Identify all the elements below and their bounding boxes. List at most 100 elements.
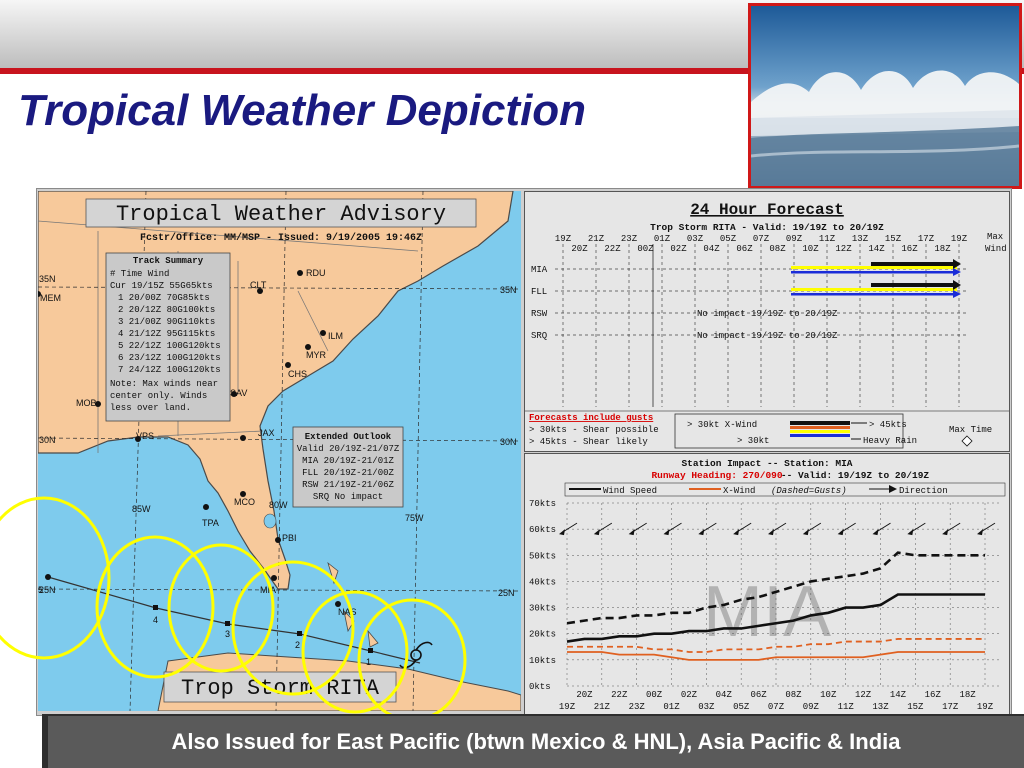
forecast-hour-label: 00Z bbox=[637, 244, 654, 254]
track-note-line: Note: Max winds near bbox=[110, 379, 218, 389]
advisory-title: Tropical Weather Advisory bbox=[116, 202, 446, 227]
station-label-mia: MIA bbox=[531, 265, 548, 275]
x-tick-label-top: 10Z bbox=[820, 690, 837, 700]
x-tick-label-bottom: 19Z bbox=[559, 702, 576, 712]
x-tick-label-top: 22Z bbox=[611, 690, 628, 700]
forecast-hour-label: 05Z bbox=[720, 234, 737, 244]
y-tick-label: 70kts bbox=[529, 499, 556, 509]
advisory-office-line: Fcstr/Office: MM/MSP - Issued: 9/19/2005… bbox=[140, 232, 422, 244]
forecast-hour-label: 15Z bbox=[885, 234, 902, 244]
legend-xwind: X-Wind bbox=[723, 486, 755, 496]
forecast-hour-label: 03Z bbox=[687, 234, 704, 244]
x-tick-label-bottom: 05Z bbox=[733, 702, 750, 712]
legend-30kt: > 30kt bbox=[737, 436, 769, 446]
header-divider bbox=[0, 68, 1024, 74]
city-label-jax: JAX bbox=[258, 428, 275, 438]
city-label-myr: MYR bbox=[306, 350, 327, 360]
forecast-hour-label: 22Z bbox=[604, 244, 621, 254]
y-tick-label: 0kts bbox=[529, 682, 551, 692]
city-label-mco: MCO bbox=[234, 497, 255, 507]
wind-direction-arrow-icon bbox=[768, 522, 787, 536]
gusts-legend-line: > 30kts - Shear possible bbox=[529, 425, 659, 435]
track-summary-title: Track Summary bbox=[133, 256, 204, 266]
outlook-line: MIA 20/19Z-21/01Z bbox=[302, 456, 394, 466]
lat-label-35n-west: 35N bbox=[39, 274, 56, 284]
city-label-ilm: ILM bbox=[328, 331, 343, 341]
x-tick-label-top: 06Z bbox=[750, 690, 767, 700]
y-tick-label: 60kts bbox=[529, 525, 556, 535]
x-tick-label-bottom: 09Z bbox=[803, 702, 820, 712]
legend-max-time: Max Time bbox=[949, 425, 992, 435]
forecast-hour-label: 02Z bbox=[670, 244, 687, 254]
forecast-title: 24 Hour Forecast bbox=[690, 201, 844, 219]
station-impact-title: Station Impact -- Station: MIA bbox=[681, 458, 852, 469]
outlook-line: RSW 21/19Z-21/06Z bbox=[302, 480, 394, 490]
station-impact-valid: -- Valid: 19/19Z to 20/19Z bbox=[781, 470, 930, 481]
city-label-nas: NAS bbox=[338, 607, 357, 617]
track-summary-header: # Time Wind bbox=[110, 269, 169, 279]
track-row: 6 23/12Z 100G120kts bbox=[118, 353, 221, 363]
footer-banner: Also Issued for East Pacific (btwn Mexic… bbox=[42, 714, 1024, 768]
forecast-hour-label: 16Z bbox=[901, 244, 918, 254]
track-point-label-2: 2 bbox=[295, 640, 300, 650]
y-tick-label: 40kts bbox=[529, 577, 556, 587]
forecast-hour-label: 06Z bbox=[736, 244, 753, 254]
city-label-vps: VPS bbox=[136, 431, 154, 441]
x-tick-label-bottom: 17Z bbox=[942, 702, 959, 712]
wind-direction-arrow-icon bbox=[559, 522, 578, 536]
wind-direction-arrow-icon bbox=[593, 522, 613, 536]
wind-direction-arrow-icon bbox=[698, 522, 717, 536]
forecast-hour-label: 12Z bbox=[835, 244, 852, 254]
x-tick-label-bottom: 13Z bbox=[872, 702, 889, 712]
slide-title: Tropical Weather Depiction bbox=[18, 86, 587, 135]
city-label-chs: CHS bbox=[288, 369, 307, 379]
x-tick-label-bottom: 07Z bbox=[768, 702, 785, 712]
forecast-hour-label: 19Z bbox=[951, 234, 968, 244]
hurricane-symbol-icon bbox=[399, 641, 433, 669]
forecast-hour-label: 09Z bbox=[786, 234, 803, 244]
series-line-x-wind bbox=[567, 651, 985, 661]
track-row: 7 24/12Z 100G120kts bbox=[118, 365, 221, 375]
outlook-line: Valid 20/19Z-21/07Z bbox=[297, 444, 400, 454]
city-label-pbi: PBI bbox=[282, 533, 297, 543]
legend-45kts: > 45kts bbox=[869, 420, 907, 430]
x-tick-label-bottom: 15Z bbox=[907, 702, 924, 712]
forecast-hour-label: 21Z bbox=[588, 234, 605, 244]
legend-direction: Direction bbox=[899, 486, 948, 496]
forecast-hour-label: 17Z bbox=[918, 234, 935, 244]
lat-label-30n-west: 30N bbox=[39, 435, 56, 445]
y-tick-label: 30kts bbox=[529, 604, 556, 614]
lat-label-30n-east: 30N bbox=[500, 437, 517, 447]
x-tick-label-bottom: 21Z bbox=[594, 702, 611, 712]
track-row: Cur 19/15Z 55G65kts bbox=[110, 281, 213, 291]
y-tick-label: 50kts bbox=[529, 551, 556, 561]
track-note-line: center only. Winds bbox=[110, 391, 207, 401]
cloud-photo bbox=[748, 3, 1022, 189]
impact-bars bbox=[791, 259, 961, 298]
forecast-hour-label: 07Z bbox=[753, 234, 770, 244]
forecast-hour-label: 01Z bbox=[654, 234, 671, 244]
lat-label-35n-east: 35N bbox=[500, 285, 517, 295]
wind-direction-arrow-icon bbox=[628, 522, 647, 536]
x-tick-label-bottom: 19Z bbox=[977, 702, 994, 712]
forecast-hour-label: 23Z bbox=[621, 234, 638, 244]
y-tick-label: 10kts bbox=[529, 656, 556, 666]
outlook-line: FLL 20/19Z-21/00Z bbox=[302, 468, 394, 478]
forecast-hour-label: 04Z bbox=[703, 244, 720, 254]
forecast-panel: 24 Hour Forecast Trop Storm RITA - Valid… bbox=[524, 191, 1010, 452]
x-tick-label-top: 04Z bbox=[716, 690, 733, 700]
forecast-hour-label: 11Z bbox=[819, 234, 836, 244]
city-label-mem: MEM bbox=[40, 293, 61, 303]
x-tick-label-top: 20Z bbox=[576, 690, 593, 700]
wind-direction-arrow-icon bbox=[663, 522, 682, 536]
lat-label-25n-east: 25N bbox=[498, 588, 515, 598]
track-point-label-5: 5 bbox=[38, 585, 43, 595]
forecast-subtitle: Trop Storm RITA - Valid: 19/19Z to 20/19… bbox=[650, 222, 884, 233]
track-point-label-4: 4 bbox=[153, 615, 158, 625]
legend-heavy-rain: Heavy Rain bbox=[863, 436, 917, 446]
city-label-rdu: RDU bbox=[306, 268, 326, 278]
max-time-diamond-icon bbox=[961, 435, 973, 447]
legend-wind-speed: Wind Speed bbox=[603, 486, 657, 496]
max-wind-label: Wind bbox=[985, 244, 1007, 254]
x-tick-label-top: 18Z bbox=[959, 690, 976, 700]
